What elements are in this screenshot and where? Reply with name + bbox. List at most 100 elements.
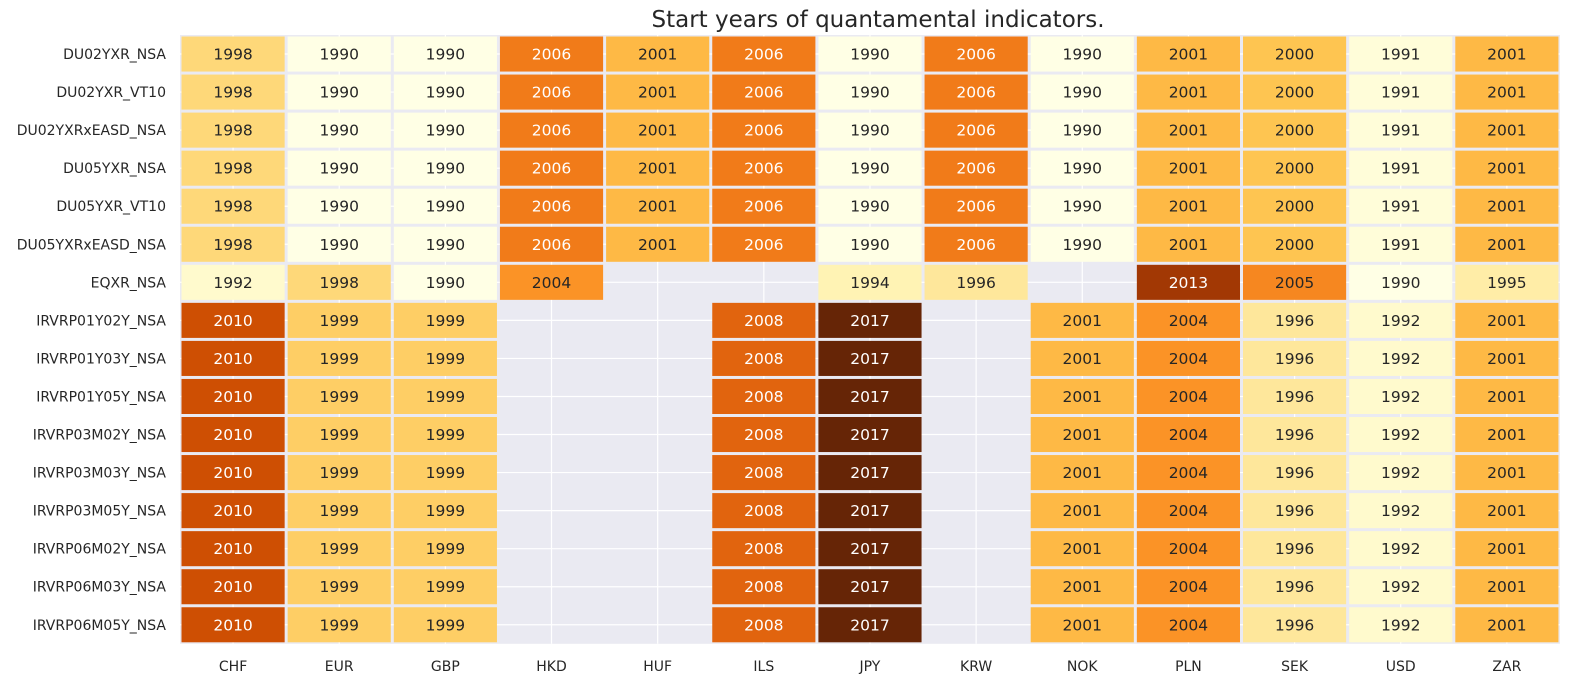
column-label: USD: [1386, 659, 1416, 675]
heatmap-cell: [393, 264, 497, 300]
heatmap-cell-label: 1990: [426, 160, 465, 178]
heatmap-cell: [1455, 569, 1559, 605]
heatmap-cell-label: 1990: [850, 198, 889, 216]
heatmap-cell-label: 1996: [1275, 350, 1314, 368]
heatmap-cell: [818, 112, 922, 148]
heatmap-cell-label: 2017: [850, 388, 889, 406]
heatmap-cell: [287, 188, 391, 224]
heatmap-cell-label: 2006: [532, 122, 571, 140]
heatmap-cell: [1349, 569, 1453, 605]
heatmap-cell-label: 1990: [850, 122, 889, 140]
row-labels: DU02YXR_NSA DU02YXR_VT10 DU02YXRxEASD_NSA D…: [17, 47, 167, 634]
heatmap-cell-label: 2006: [956, 122, 995, 140]
heatmap-cell: [818, 340, 922, 376]
heatmap-cell-label: 1999: [426, 350, 465, 368]
heatmap-cell-label: 2001: [1169, 198, 1208, 216]
heatmap-cell-label: 1996: [1275, 578, 1314, 596]
heatmap-cell-label: 1996: [1275, 502, 1314, 520]
heatmap-cell-label: 2000: [1275, 198, 1314, 216]
heatmap-cell: [1349, 607, 1453, 643]
heatmap-cell: [1243, 378, 1347, 414]
heatmap-cell-label: 1996: [956, 274, 995, 292]
heatmap-cell-label: 1990: [426, 84, 465, 102]
heatmap-cell-label: 2004: [1169, 578, 1208, 596]
column-label: SEK: [1281, 659, 1309, 675]
heatmap-cell-label: 2017: [850, 350, 889, 368]
heatmap-cell: [181, 455, 285, 491]
heatmap-cell: [393, 607, 497, 643]
heatmap-cell: [818, 378, 922, 414]
heatmap-cell-label: 2001: [1487, 540, 1526, 558]
heatmap-cell: [287, 493, 391, 529]
heatmap-cell: [393, 455, 497, 491]
heatmap-cell-label: 2001: [1063, 350, 1102, 368]
heatmap-cell: [287, 264, 391, 300]
heatmap-cell: [1030, 188, 1134, 224]
heatmap-cell: [1455, 112, 1559, 148]
heatmap-cell: [1455, 188, 1559, 224]
heatmap-cell-label: 2001: [1487, 84, 1526, 102]
heatmap-cell-label: 1992: [1381, 350, 1420, 368]
heatmap-cell-label: 2001: [1169, 84, 1208, 102]
row-label: DU02YXR_NSA: [63, 47, 166, 63]
heatmap-cell: [1243, 302, 1347, 338]
heatmap-cell: [1030, 455, 1134, 491]
heatmap-cell: [1455, 531, 1559, 567]
heatmap-cell: [1030, 226, 1134, 262]
heatmap-cell-label: 1990: [1063, 46, 1102, 64]
heatmap-cell-label: 1992: [1381, 502, 1420, 520]
heatmap-cell-label: 1999: [319, 578, 358, 596]
heatmap-cell: [1243, 74, 1347, 110]
heatmap-cell: [712, 607, 816, 643]
heatmap-cell: [393, 302, 497, 338]
row-label: IRVRP01Y05Y_NSA: [36, 389, 166, 405]
heatmap-cell: [1349, 264, 1453, 300]
heatmap-cell: [1349, 226, 1453, 262]
heatmap-cell-label: 1999: [319, 350, 358, 368]
heatmap-cell: [712, 302, 816, 338]
heatmap-cell: [499, 36, 604, 72]
row-label: IRVRP03M05Y_NSA: [33, 504, 167, 520]
heatmap-cell: [287, 569, 391, 605]
heatmap-cell: [712, 569, 816, 605]
heatmap-cell-label: 1990: [1063, 160, 1102, 178]
heatmap-cell-label: 1990: [1063, 198, 1102, 216]
heatmap-cell-label: 2013: [1169, 274, 1208, 292]
row-label: IRVRP06M02Y_NSA: [33, 542, 167, 558]
heatmap-cell: [393, 493, 497, 529]
heatmap-cell-label: 1991: [1381, 236, 1420, 254]
heatmap-cell-label: 2006: [532, 84, 571, 102]
heatmap-cell-label: 2001: [1487, 122, 1526, 140]
row-label: IRVRP06M03Y_NSA: [33, 580, 167, 596]
column-label: PLN: [1175, 659, 1202, 675]
heatmap-cell-label: 1990: [319, 122, 358, 140]
heatmap-cell-label: 1990: [426, 198, 465, 216]
heatmap-cell-label: 1990: [1063, 236, 1102, 254]
heatmap-cell-label: 2017: [850, 426, 889, 444]
heatmap-cell-label: 2006: [532, 198, 571, 216]
heatmap-cell: [1136, 340, 1240, 376]
heatmap-cell-label: 1998: [213, 198, 252, 216]
heatmap-cell: [393, 150, 497, 186]
heatmap-cell-label: 2001: [1487, 46, 1526, 64]
heatmap-cell: [818, 150, 922, 186]
heatmap-cell: [1349, 455, 1453, 491]
heatmap-cell-label: 1999: [319, 540, 358, 558]
heatmap-cell: [1243, 493, 1347, 529]
heatmap-cell: [818, 569, 922, 605]
heatmap-cell: [606, 36, 710, 72]
heatmap-cell: [287, 378, 391, 414]
row-label: EQXR_NSA: [91, 275, 167, 291]
heatmap-cell: [1136, 74, 1240, 110]
heatmap-cell: [1349, 302, 1453, 338]
heatmap-cell-label: 1992: [1381, 312, 1420, 330]
heatmap-cell: [181, 264, 285, 300]
row-label: DU02YXRxEASD_NSA: [17, 123, 167, 139]
heatmap-cell-label: 1999: [319, 464, 358, 482]
heatmap-cell: [1455, 340, 1559, 376]
heatmap-cell-label: 1998: [213, 122, 252, 140]
heatmap-cell: [818, 493, 922, 529]
heatmap-cell-label: 2004: [1169, 464, 1208, 482]
heatmap-cell-label: 1990: [319, 160, 358, 178]
heatmap-cell-label: 2004: [1169, 540, 1208, 558]
